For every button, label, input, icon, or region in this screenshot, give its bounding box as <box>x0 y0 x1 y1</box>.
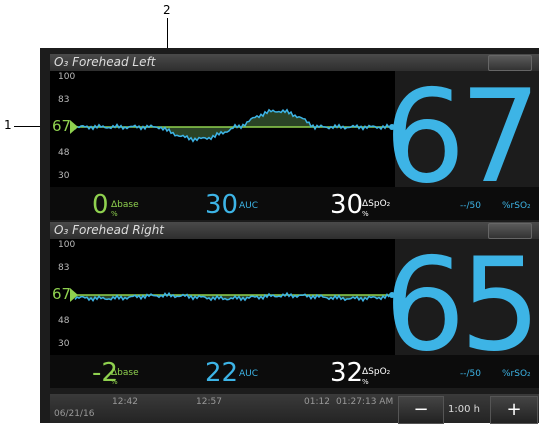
auc-value: 22 <box>205 358 239 388</box>
trend-line <box>74 291 390 303</box>
y-label: 30 <box>58 339 70 349</box>
spo2-label: ΔSpO₂ <box>362 199 391 209</box>
callout: 1 <box>4 118 12 132</box>
auc-label: AUC <box>239 201 259 211</box>
callout: 2 <box>163 3 171 17</box>
delta-base-unit: % <box>111 378 118 386</box>
collapse-button[interactable] <box>488 223 532 239</box>
delta-base-value: -2 <box>92 358 118 388</box>
baseline-marker <box>70 288 78 302</box>
current-value: 65 <box>384 231 539 380</box>
panel-header <box>50 222 539 239</box>
y-label: 30 <box>58 171 70 181</box>
unit-label: %rSO₂ <box>502 369 531 379</box>
trend-end <box>389 292 395 298</box>
delta-base-label: Δbase <box>111 200 139 210</box>
spo2-label: ΔSpO₂ <box>362 367 391 377</box>
zoom-in-button[interactable]: + <box>490 396 538 424</box>
trend <box>70 108 395 143</box>
panel-title: O₃ Forehead Left <box>54 55 156 69</box>
limit-label: --/50 <box>460 201 481 211</box>
panel-title: O₃ Forehead Right <box>54 223 165 237</box>
unit-label: %rSO₂ <box>502 201 531 211</box>
y-label: 100 <box>58 240 76 250</box>
current-value: 67 <box>384 63 539 212</box>
callout-line <box>14 126 40 127</box>
trend-line <box>74 108 390 143</box>
limit-label: --/50 <box>460 369 481 379</box>
spo2-unit: % <box>362 210 369 218</box>
y-label: 67 <box>52 285 72 303</box>
delta-base-unit: % <box>111 210 118 218</box>
zoom-out-button[interactable]: − <box>398 396 444 424</box>
collapse-button[interactable] <box>488 55 532 71</box>
date-label: 06/21/16 <box>54 409 95 419</box>
baseline-marker <box>70 120 78 134</box>
time-label: 01:12 <box>304 397 330 407</box>
time-label: 12:57 <box>196 397 222 407</box>
stats-row <box>50 187 539 220</box>
spo2-unit: % <box>362 378 369 386</box>
zoom-label: 1:00 h <box>448 404 480 415</box>
delta-base-label: Δbase <box>111 368 139 378</box>
trend-end <box>389 124 395 130</box>
y-label: 48 <box>58 316 70 326</box>
stats-row <box>50 355 539 388</box>
delta-base-value: 0 <box>92 190 109 220</box>
y-label: 83 <box>58 95 70 105</box>
auc-value: 30 <box>205 190 239 220</box>
auc-label: AUC <box>239 369 259 379</box>
spo2-value: 32 <box>330 358 364 388</box>
y-label: 48 <box>58 148 70 158</box>
y-label: 67 <box>52 117 72 135</box>
spo2-value: 30 <box>330 190 364 220</box>
time-label: 12:42 <box>112 397 138 407</box>
timeline <box>50 394 539 423</box>
y-label: 83 <box>58 263 70 273</box>
time-label: 01:27:13 AM <box>336 397 394 407</box>
panel-header <box>50 54 539 71</box>
y-label: 100 <box>58 72 76 82</box>
trend <box>70 288 395 303</box>
